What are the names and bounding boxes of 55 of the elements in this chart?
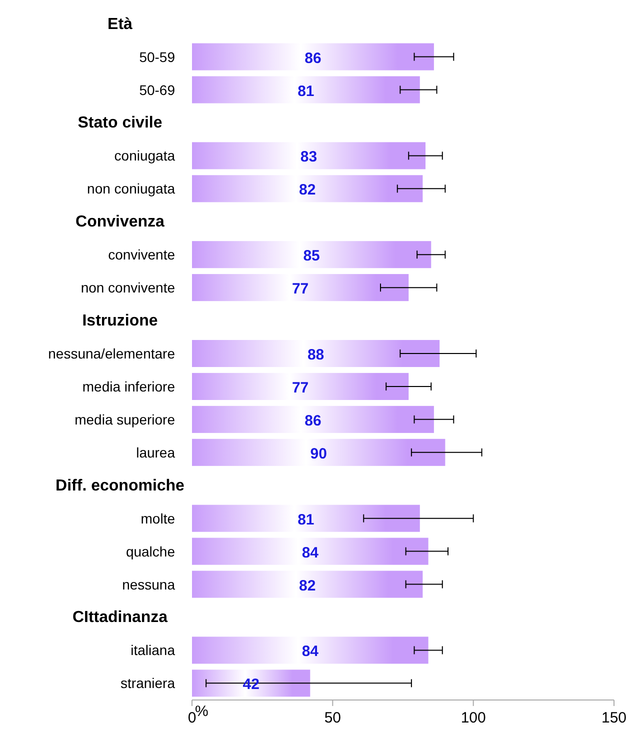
bar — [192, 438, 446, 466]
bar — [192, 241, 432, 268]
bar — [192, 142, 426, 170]
text: CIttadinanza — [72, 609, 168, 626]
bar — [192, 43, 434, 70]
data-label: 83 — [300, 148, 318, 166]
y-tick-label: laurea — [136, 444, 176, 460]
y-tick-label: media superiore — [74, 411, 176, 428]
bar — [192, 175, 423, 202]
bar — [192, 636, 428, 664]
y-tick-label: qualche — [126, 543, 176, 560]
x-tick-label: 0 — [188, 710, 196, 726]
text: Diff. economiche — [56, 477, 185, 494]
text: Convivenza — [76, 214, 165, 231]
bar — [192, 274, 409, 302]
x-tick-label: 100 — [460, 710, 486, 726]
data-label: 77 — [292, 379, 309, 396]
data-label: 86 — [304, 50, 322, 67]
data-label: 88 — [307, 346, 324, 364]
y-tick-label: nessuna/elementare — [48, 346, 176, 362]
y-tick-label: 50-59 — [139, 48, 176, 65]
bar — [192, 372, 409, 400]
data-label: 86 — [304, 412, 322, 430]
bar — [192, 670, 310, 697]
bar — [192, 76, 420, 104]
bar — [192, 570, 423, 598]
y-tick-label: non convivente — [80, 280, 176, 296]
text: Istruzione — [82, 312, 158, 330]
bar — [192, 538, 428, 565]
x-tick-label: 150 — [601, 710, 627, 726]
data-label: 81 — [298, 511, 314, 528]
bar — [192, 504, 420, 532]
y-tick-label: molte — [140, 510, 176, 526]
y-tick-label: italiana — [130, 642, 176, 658]
data-label: 82 — [299, 182, 316, 199]
text: Stato civile — [78, 114, 162, 132]
y-tick-label: 50-69 — [139, 82, 176, 98]
y-tick-label: coniugata — [114, 148, 176, 164]
bar — [192, 406, 434, 433]
y-tick-label: straniera — [120, 675, 176, 692]
data-label: 84 — [302, 643, 320, 660]
y-tick-label: media inferiore — [82, 378, 176, 394]
text: Età — [108, 16, 133, 33]
y-tick-label: non coniugata — [87, 180, 176, 197]
y-tick-label: nessuna — [122, 576, 176, 592]
data-label: 90 — [310, 445, 327, 462]
data-label: 77 — [292, 280, 309, 298]
data-label: 84 — [302, 544, 320, 562]
data-label: 82 — [299, 577, 316, 594]
bar — [192, 340, 440, 368]
x-axis-title: % — [195, 703, 208, 720]
data-label: 81 — [298, 82, 314, 100]
y-tick-label: convivente — [108, 246, 176, 263]
data-label: 85 — [303, 248, 320, 265]
x-tick-label: 50 — [324, 710, 342, 726]
